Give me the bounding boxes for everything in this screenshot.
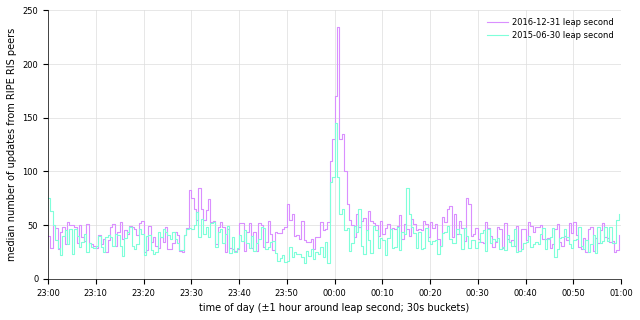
2015-06-30 leap second (135, 228, 143, 231)
2016-12-31 leap second (615, 233, 623, 237)
2015-06-30 leap second (615, 212, 623, 216)
Y-axis label: median number of updates from RIPE RIS peers: median number of updates from RIPE RIS p… (7, 28, 17, 261)
2015-06-30 leap second (44, 196, 52, 200)
Line: 2015-06-30 leap second: 2015-06-30 leap second (48, 123, 619, 263)
2016-12-31 leap second (83, 222, 90, 226)
Legend: 2016-12-31 leap second, 2015-06-30 leap second: 2016-12-31 leap second, 2015-06-30 leap … (484, 15, 617, 44)
2016-12-31 leap second (137, 219, 145, 223)
2015-06-30 leap second (237, 239, 245, 243)
2015-06-30 leap second (579, 247, 587, 251)
Line: 2016-12-31 leap second: 2016-12-31 leap second (48, 27, 619, 252)
2016-12-31 leap second (426, 220, 434, 224)
2016-12-31 leap second (579, 236, 587, 240)
2016-12-31 leap second (333, 25, 341, 28)
2015-06-30 leap second (68, 252, 76, 256)
2016-12-31 leap second (68, 223, 76, 227)
2016-12-31 leap second (240, 249, 248, 253)
2016-12-31 leap second (44, 234, 52, 238)
X-axis label: time of day (±1 hour around leap second; 30s buckets): time of day (±1 hour around leap second;… (200, 303, 470, 313)
2015-06-30 leap second (426, 243, 434, 246)
2015-06-30 leap second (83, 250, 90, 254)
2016-12-31 leap second (102, 250, 109, 254)
2015-06-30 leap second (331, 121, 339, 125)
2015-06-30 leap second (300, 261, 307, 265)
